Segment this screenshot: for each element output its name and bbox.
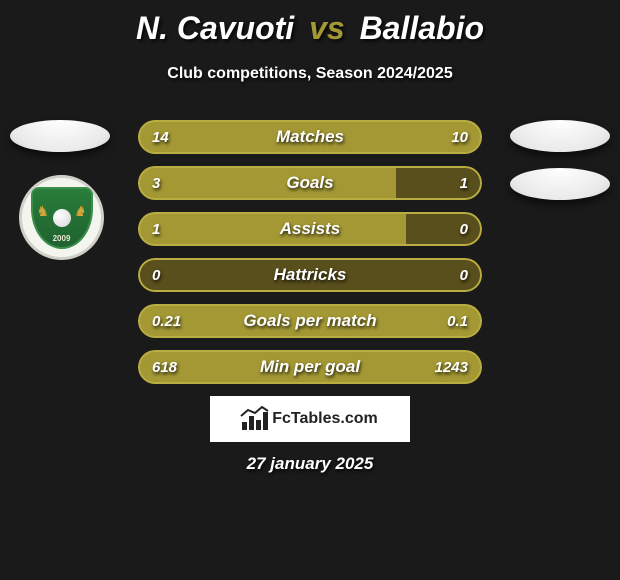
club-badge: ♞ ♞ 2009 bbox=[19, 175, 104, 260]
badge-year: 2009 bbox=[33, 234, 91, 243]
stat-value-left: 0 bbox=[138, 258, 174, 292]
stat-label: Matches bbox=[138, 120, 482, 154]
infographic-container: N. Cavuoti vs Ballabio Club competitions… bbox=[0, 0, 620, 580]
badge-animal-left: ♞ bbox=[37, 203, 50, 220]
stat-row: Matches14 10 bbox=[138, 120, 482, 154]
stat-value-left: 3 bbox=[138, 166, 174, 200]
stat-value-right: 0 bbox=[446, 212, 482, 246]
stat-row: Goals3 1 bbox=[138, 166, 482, 200]
stat-label: Assists bbox=[138, 212, 482, 246]
player2-name: Ballabio bbox=[360, 10, 484, 46]
photo-placeholder-right-2 bbox=[510, 168, 610, 200]
stat-label: Hattricks bbox=[138, 258, 482, 292]
stat-row: Min per goal6181243 bbox=[138, 350, 482, 384]
stat-value-left: 14 bbox=[138, 120, 183, 154]
stat-label: Goals bbox=[138, 166, 482, 200]
brand-box: FcTables.com bbox=[210, 396, 410, 442]
vs-text: vs bbox=[309, 10, 345, 46]
badge-animal-right: ♞ bbox=[74, 203, 87, 220]
stat-value-right: 0.1 bbox=[433, 304, 482, 338]
player1-name: N. Cavuoti bbox=[136, 10, 294, 46]
stat-value-left: 618 bbox=[138, 350, 191, 384]
stat-row: Goals per match0.210.1 bbox=[138, 304, 482, 338]
badge-outer: ♞ ♞ 2009 bbox=[19, 175, 104, 260]
stat-value-left: 0.21 bbox=[138, 304, 195, 338]
stat-value-left: 1 bbox=[138, 212, 174, 246]
stats-area: Matches1410Goals31Assists10Hattricks00Go… bbox=[138, 120, 482, 396]
brand-chart-icon bbox=[242, 408, 268, 430]
stat-value-right: 0 bbox=[446, 258, 482, 292]
stat-value-right: 10 bbox=[437, 120, 482, 154]
badge-shield: ♞ ♞ 2009 bbox=[31, 187, 93, 249]
stat-value-right: 1 bbox=[446, 166, 482, 200]
date-stamp: 27 january 2025 bbox=[0, 454, 620, 474]
badge-ball-icon bbox=[53, 209, 71, 227]
photo-placeholder-left bbox=[10, 120, 110, 152]
brand-text: FcTables.com bbox=[272, 410, 378, 428]
stat-row: Assists1 0 bbox=[138, 212, 482, 246]
stat-row: Hattricks0 0 bbox=[138, 258, 482, 292]
stat-value-right: 1243 bbox=[421, 350, 482, 384]
subtitle: Club competitions, Season 2024/2025 bbox=[0, 65, 620, 83]
photo-placeholder-right-1 bbox=[510, 120, 610, 152]
page-title: N. Cavuoti vs Ballabio bbox=[0, 0, 620, 47]
